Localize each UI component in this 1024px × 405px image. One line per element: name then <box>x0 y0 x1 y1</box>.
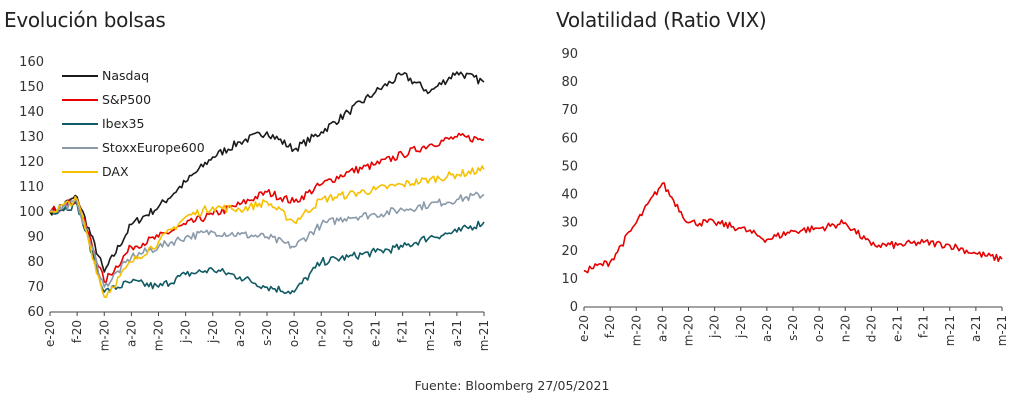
x-tick-label: a-20 <box>124 320 138 347</box>
source-note: Fuente: Bloomberg 27/05/2021 <box>414 378 610 393</box>
y-tick-label: 10 <box>561 272 578 287</box>
x-tick-label: a-20 <box>233 320 247 347</box>
y-tick-label: 80 <box>561 75 578 90</box>
x-tick-label: a-21 <box>969 315 983 342</box>
y-tick-label: 70 <box>561 103 578 118</box>
x-tick-label: a-21 <box>450 320 464 347</box>
x-tick-label: m-20 <box>629 315 643 346</box>
series-line-vix <box>583 182 1003 274</box>
x-tick-label: d-20 <box>864 315 878 342</box>
vix-chart: 0 10 20 30 40 50 60 70 80 90 e-20 f-20 m-20 a-20 m-20 j… <box>561 47 1009 346</box>
x-tick-label: d-20 <box>341 320 355 347</box>
y-tick-label: 70 <box>27 280 44 295</box>
series-line-stoxxeurope600 <box>49 191 485 288</box>
y-tick-label: 110 <box>19 180 44 195</box>
y-tick-label: 90 <box>27 230 44 245</box>
y-tick-label: 60 <box>561 131 578 146</box>
x-tick-label: a-20 <box>655 315 669 342</box>
legend-label: DAX <box>102 164 129 179</box>
y-tick-label: 90 <box>561 47 578 62</box>
y-tick-label: 40 <box>561 188 578 203</box>
left-chart-title: Evolución bolsas <box>4 8 166 32</box>
x-tick-label: n-20 <box>314 320 328 347</box>
y-tick-label: 20 <box>561 244 578 259</box>
legend-label: S&P500 <box>102 92 151 107</box>
x-tick-label: s-20 <box>260 320 274 346</box>
legend-label: Ibex35 <box>102 116 144 131</box>
series-line-ibex35 <box>49 201 485 295</box>
y-tick-label: 140 <box>19 105 44 120</box>
x-tick-label: e-20 <box>43 320 57 347</box>
x-tick-label: m-20 <box>682 315 696 346</box>
x-tick-label: j-20 <box>206 320 220 344</box>
x-tick-label: o-20 <box>287 320 301 347</box>
x-tick-label: a-20 <box>760 315 774 342</box>
x-tick-label: m-20 <box>152 320 166 351</box>
x-tick-label: e-20 <box>577 315 591 342</box>
right-chart-title: Volatilidad (Ratio VIX) <box>556 8 767 32</box>
x-tick-label: m-21 <box>995 315 1009 346</box>
y-tick-label: 0 <box>570 300 578 315</box>
x-tick-label: m-21 <box>423 320 437 351</box>
y-tick-label: 150 <box>19 80 44 95</box>
y-tick-label: 50 <box>561 159 578 174</box>
x-tick-label: e-21 <box>891 315 905 342</box>
legend-label: Nasdaq <box>102 68 149 83</box>
x-tick-label: m-21 <box>477 320 491 351</box>
x-tick-label: m-21 <box>943 315 957 346</box>
stock-indices-chart: 60 70 80 90 100 110 120 130 140 150 160 e-20 f-20 m-2… <box>19 55 491 351</box>
series-line-nasdaq <box>49 71 485 273</box>
y-tick-label: 120 <box>19 155 44 170</box>
y-tick-label: 130 <box>19 130 44 145</box>
series-line-dax <box>49 165 485 299</box>
y-tick-label: 100 <box>19 205 44 220</box>
x-tick-label: j-20 <box>708 315 722 339</box>
x-tick-label: e-21 <box>369 320 383 347</box>
x-tick-label: n-20 <box>838 315 852 342</box>
y-tick-label: 160 <box>19 55 44 70</box>
x-tick-label: j-20 <box>179 320 193 344</box>
legend-label: StoxxEurope600 <box>102 140 205 155</box>
y-tick-label: 30 <box>561 216 578 231</box>
x-tick-label: f-21 <box>917 315 931 338</box>
x-tick-label: o-20 <box>812 315 826 342</box>
x-tick-label: j-20 <box>734 315 748 339</box>
y-tick-label: 60 <box>27 305 44 320</box>
series-line-sp500 <box>49 132 485 284</box>
x-tick-label: f-20 <box>603 315 617 338</box>
x-tick-label: m-20 <box>97 320 111 351</box>
y-tick-label: 80 <box>27 255 44 270</box>
x-tick-label: f-20 <box>70 320 84 343</box>
x-tick-label: s-20 <box>786 315 800 341</box>
x-tick-label: f-21 <box>396 320 410 343</box>
